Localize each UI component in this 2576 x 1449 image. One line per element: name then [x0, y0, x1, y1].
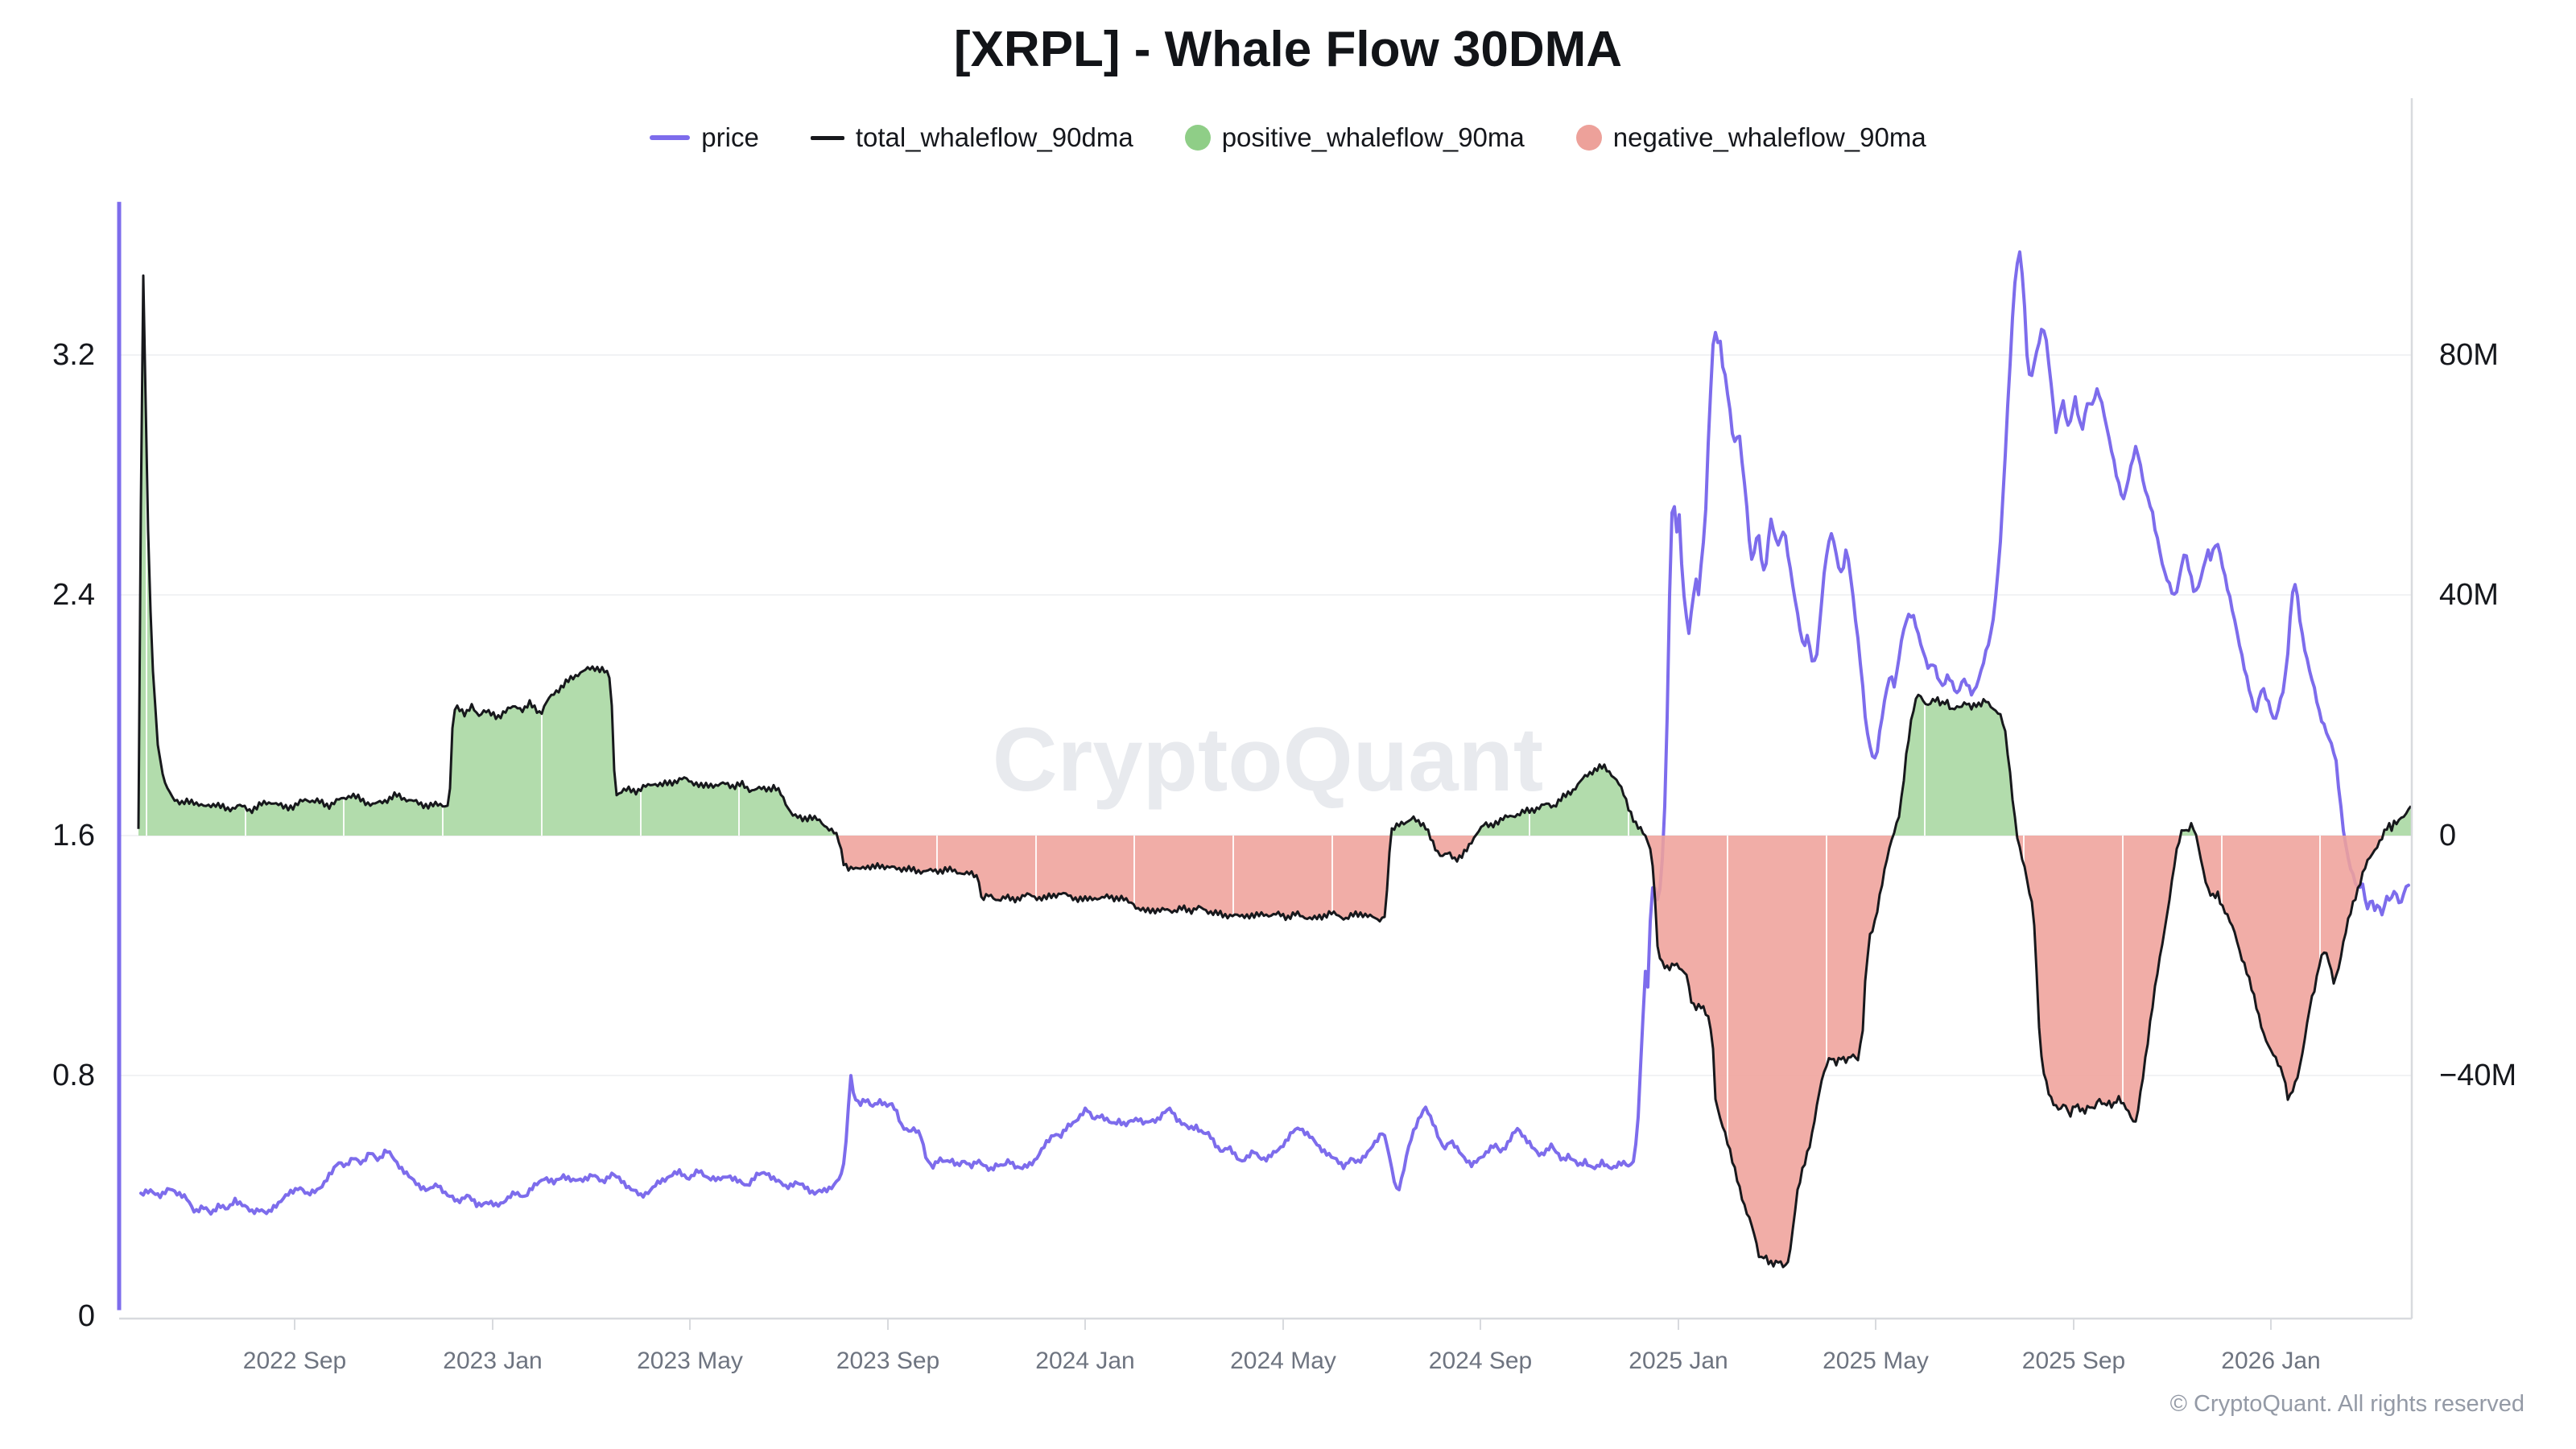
svg-text:2023 Jan: 2023 Jan — [443, 1348, 542, 1374]
svg-text:2024 May: 2024 May — [1230, 1348, 1336, 1374]
svg-text:0: 0 — [78, 1299, 95, 1333]
svg-text:0.8: 0.8 — [52, 1059, 95, 1092]
svg-text:2025 Sep: 2025 Sep — [2022, 1348, 2125, 1374]
svg-text:2022 Sep: 2022 Sep — [243, 1348, 346, 1374]
svg-text:2024 Jan: 2024 Jan — [1035, 1348, 1134, 1374]
chart-legend: price total_whaleflow_90dma positive_wha… — [0, 122, 2576, 153]
svg-text:CryptoQuant: CryptoQuant — [993, 709, 1543, 810]
svg-text:2024 Sep: 2024 Sep — [1429, 1348, 1532, 1374]
svg-text:2025 Jan: 2025 Jan — [1629, 1348, 1728, 1374]
svg-text:80M: 80M — [2439, 338, 2499, 372]
svg-text:−40M: −40M — [2439, 1059, 2516, 1092]
svg-text:3.2: 3.2 — [52, 338, 95, 372]
svg-text:2023 May: 2023 May — [637, 1348, 743, 1374]
positive-whaleflow-dot-icon — [1184, 125, 1211, 151]
negative-whaleflow-dot-icon — [1575, 125, 1602, 151]
svg-text:40M: 40M — [2439, 578, 2499, 612]
legend-label: negative_whaleflow_90ma — [1612, 122, 1926, 152]
total-whaleflow-line-swatch-icon — [810, 135, 844, 140]
svg-text:2.4: 2.4 — [52, 578, 95, 612]
page-title: [XRPL] - Whale Flow 30DMA — [953, 22, 1623, 77]
price-line-swatch-icon — [650, 135, 691, 140]
svg-text:2023 Sep: 2023 Sep — [836, 1348, 939, 1374]
svg-text:2026 Jan: 2026 Jan — [2221, 1348, 2320, 1374]
legend-label: price — [701, 122, 759, 152]
legend-label: total_whaleflow_90dma — [855, 122, 1133, 152]
svg-text:0: 0 — [2439, 819, 2456, 852]
legend-item-negative-whaleflow[interactable]: negative_whaleflow_90ma — [1575, 122, 1926, 153]
legend-item-price[interactable]: price — [650, 122, 759, 153]
svg-text:1.6: 1.6 — [52, 819, 95, 852]
legend-item-total-whaleflow[interactable]: total_whaleflow_90dma — [810, 122, 1133, 153]
svg-text:2025 May: 2025 May — [1823, 1348, 1929, 1374]
copyright-note: © CryptoQuant. All rights reserved — [2169, 1391, 2524, 1417]
legend-label: positive_whaleflow_90ma — [1221, 122, 1525, 152]
legend-item-positive-whaleflow[interactable]: positive_whaleflow_90ma — [1184, 122, 1525, 153]
